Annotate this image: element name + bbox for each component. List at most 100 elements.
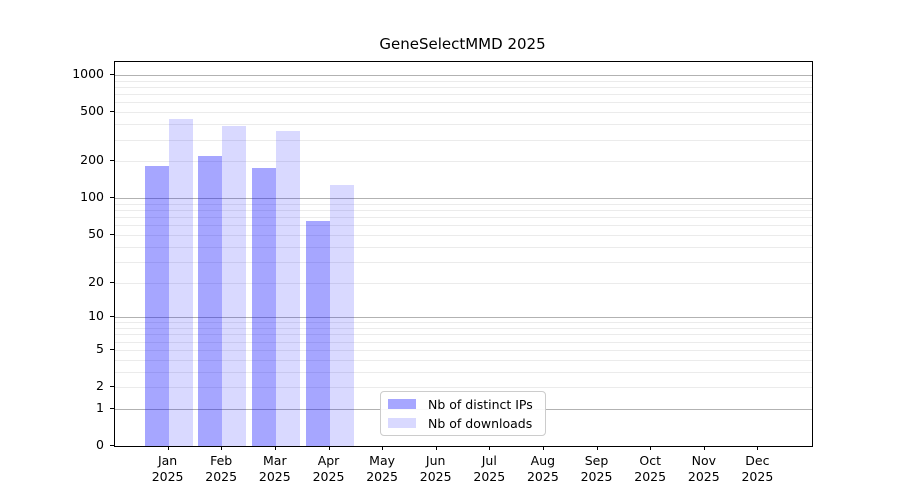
x-tick-mark-aug	[542, 446, 544, 450]
x-tick-label-dec: Dec 2025	[725, 453, 789, 485]
legend-label-distinct-ips: Nb of distinct IPs	[428, 396, 533, 412]
x-tick-month: Mar	[263, 453, 287, 468]
bar-distinct-ips-jan	[144, 166, 169, 446]
legend-item-distinct-ips: Nb of distinct IPs	[388, 397, 545, 412]
x-tick-year: 2025	[526, 469, 559, 484]
y-tick-label-200: 200	[80, 152, 104, 168]
gridline-y-90	[115, 203, 812, 205]
x-tick-year: 2025	[580, 469, 613, 484]
x-tick-mark-jun	[435, 446, 437, 450]
legend-swatch-distinct-ips-icon	[388, 399, 416, 409]
y-tick-mark-100	[110, 197, 114, 199]
bar-downloads-feb	[222, 126, 247, 446]
x-tick-label-oct: Oct 2025	[618, 453, 682, 485]
legend-item-downloads: Nb of downloads	[388, 416, 545, 431]
x-tick-mark-apr	[328, 446, 330, 450]
x-tick-label-sep: Sep 2025	[565, 453, 629, 485]
x-axis: Jan 2025 Feb 2025 Mar 2025 Apr 2025 May 2025 Jun 20…	[114, 445, 811, 495]
gridline-y-60	[115, 225, 812, 227]
bar-distinct-ips-apr	[305, 221, 330, 446]
x-tick-year: 2025	[687, 469, 720, 484]
gridline-y-20	[115, 282, 812, 284]
x-tick-month: Jul	[481, 453, 497, 468]
x-tick-label-mar: Mar 2025	[243, 453, 307, 485]
y-axis: 0 1 2 5 10 20 50 100 200 500 1000	[0, 61, 114, 452]
x-tick-mark-jul	[489, 446, 491, 450]
gridline-y-6	[115, 341, 812, 343]
x-tick-mark-sep	[596, 446, 598, 450]
legend-label-downloads: Nb of downloads	[428, 415, 533, 431]
gridline-y-8	[115, 328, 812, 329]
x-tick-year: 2025	[634, 469, 667, 484]
x-tick-month: Jun	[425, 453, 446, 468]
x-tick-year: 2025	[151, 469, 184, 484]
bar-downloads-jan	[168, 119, 193, 446]
gridline-y-70	[115, 217, 812, 219]
bar-downloads-apr	[329, 185, 354, 446]
y-tick-label-20: 20	[88, 273, 104, 289]
y-tick-label-2: 2	[96, 378, 104, 393]
y-tick-mark-1	[110, 407, 114, 409]
x-tick-label-jan: Jan 2025	[136, 453, 200, 485]
y-tick-mark-2	[110, 386, 114, 387]
x-tick-month: Apr	[317, 453, 340, 468]
gridline-y-80	[115, 210, 812, 211]
gridline-y-300	[115, 139, 812, 141]
x-tick-month: Jan	[157, 453, 178, 468]
y-tick-mark-10	[110, 316, 114, 318]
y-tick-label-10: 10	[88, 308, 104, 324]
gridline-y-700	[115, 94, 812, 96]
x-tick-mark-oct	[650, 446, 652, 450]
x-tick-month: May	[369, 453, 396, 468]
gridline-major-y-100	[115, 198, 812, 200]
x-tick-label-jul: Jul 2025	[457, 453, 521, 485]
x-tick-label-feb: Feb 2025	[189, 453, 253, 485]
y-tick-label-1000: 1000	[72, 66, 104, 81]
gridline-y-400	[115, 124, 812, 126]
gridline-major-y-1000	[115, 75, 812, 76]
x-tick-year: 2025	[258, 469, 291, 484]
gridline-y-9	[115, 322, 812, 324]
y-tick-mark-1000	[110, 74, 114, 75]
gridline-y-500	[115, 112, 812, 114]
y-tick-mark-20	[110, 281, 114, 283]
bar-downloads-mar	[275, 131, 300, 446]
x-tick-mark-may	[382, 446, 384, 450]
chart-title: GeneSelectMMD 2025	[379, 35, 546, 53]
y-tick-mark-5	[110, 348, 114, 350]
gridline-y-2	[115, 387, 812, 388]
bar-distinct-ips-mar	[251, 168, 276, 446]
x-tick-month: Nov	[691, 453, 716, 468]
y-tick-mark-50	[110, 233, 114, 235]
x-tick-month: Sep	[584, 453, 609, 468]
gridline-y-800	[115, 87, 812, 88]
x-tick-month: Aug	[530, 453, 556, 468]
x-tick-label-jun: Jun 2025	[404, 453, 468, 485]
gridline-y-50	[115, 234, 812, 236]
y-tick-mark-500	[110, 111, 114, 113]
gridline-y-40	[115, 246, 812, 248]
y-tick-label-50: 50	[88, 225, 104, 241]
gridline-y-900	[115, 80, 812, 82]
x-tick-year: 2025	[366, 469, 398, 484]
x-tick-year: 2025	[419, 469, 452, 484]
gridline-major-y-10	[115, 317, 812, 319]
bar-distinct-ips-feb	[198, 156, 223, 446]
plot-area: Nb of distinct IPs Nb of downloads	[114, 61, 813, 447]
x-tick-year: 2025	[473, 469, 506, 484]
legend-swatch-downloads-icon	[388, 418, 416, 428]
gridline-y-4	[115, 359, 812, 361]
x-tick-mark-nov	[703, 446, 705, 450]
y-tick-label-5: 5	[96, 340, 104, 356]
x-tick-year: 2025	[205, 469, 238, 484]
x-tick-month: Oct	[639, 453, 661, 468]
gridline-y-200	[115, 161, 812, 163]
gridline-y-7	[115, 334, 812, 336]
y-tick-label-0: 0	[96, 437, 104, 452]
x-tick-mark-jan	[167, 446, 169, 450]
y-tick-label-100: 100	[80, 189, 104, 205]
y-tick-label-500: 500	[80, 103, 104, 119]
x-tick-label-apr: Apr 2025	[297, 453, 361, 485]
x-tick-month: Feb	[210, 453, 233, 468]
